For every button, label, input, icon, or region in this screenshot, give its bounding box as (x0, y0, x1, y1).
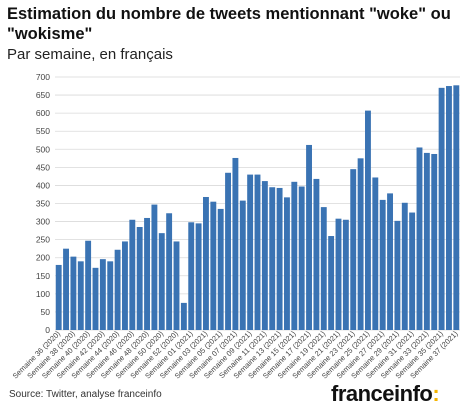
bar (203, 196, 209, 330)
bar (247, 174, 254, 330)
bar (225, 172, 231, 330)
chart-subtitle: Par semaine, en français (7, 46, 173, 63)
bar (335, 218, 342, 330)
bar (423, 152, 430, 330)
bars (55, 85, 460, 330)
bar (313, 178, 320, 330)
bar (70, 256, 77, 330)
bar (85, 240, 92, 330)
bar (232, 157, 239, 330)
bar (151, 204, 158, 330)
bar (342, 219, 349, 330)
bar (136, 226, 143, 330)
y-tick-label: 300 (36, 217, 50, 227)
bar (77, 261, 84, 330)
bar (350, 169, 357, 330)
source-note: Source: Twitter, analyse franceinfo (9, 389, 162, 400)
bar (122, 241, 128, 330)
bar (107, 261, 114, 330)
bar (63, 248, 69, 330)
bar (365, 110, 371, 330)
x-axis-ticks: Semaine 36 (2020)Semaine 38 (2020)Semain… (11, 329, 460, 381)
y-tick-label: 350 (36, 199, 50, 209)
bar (394, 220, 401, 330)
y-tick-label: 250 (36, 235, 50, 245)
bar (320, 207, 327, 330)
bar (129, 219, 136, 330)
y-tick-label: 450 (36, 162, 50, 172)
bar (239, 200, 246, 330)
bar (372, 177, 379, 330)
bar (453, 85, 460, 330)
bar (217, 208, 224, 330)
bar (431, 153, 438, 330)
bar (99, 259, 106, 330)
bar (438, 87, 445, 330)
bar (269, 187, 276, 330)
logo-colon: : (432, 381, 440, 406)
bar (276, 187, 283, 330)
bar (387, 193, 393, 330)
y-tick-label: 500 (36, 144, 50, 154)
bar (254, 174, 261, 330)
y-tick-label: 100 (36, 289, 50, 299)
bar (357, 158, 364, 330)
y-tick-label: 50 (41, 307, 51, 317)
bar (210, 201, 217, 330)
bar (144, 217, 150, 330)
bar (298, 186, 305, 330)
y-tick-label: 600 (36, 108, 50, 118)
bar (158, 233, 165, 330)
bar (166, 213, 173, 330)
bar (291, 181, 298, 330)
bar (446, 86, 452, 330)
y-tick-label: 200 (36, 253, 50, 263)
bar (180, 302, 187, 330)
bar-chart: 0 50 100 150 200 250 300 350 400 450 500 550 600 650 7… (11, 72, 460, 381)
bar (284, 197, 290, 330)
chart-title: Estimation du nombre de tweets mentionna… (7, 5, 451, 43)
logo-text: franceinfo (331, 381, 433, 406)
bar (195, 223, 202, 330)
bar (409, 212, 416, 330)
y-axis-ticks: 0 50 100 150 200 250 300 350 400 450 500 550 600 650 7… (36, 72, 50, 335)
bar (261, 181, 268, 330)
bar (401, 202, 408, 330)
bar (306, 144, 312, 330)
bar (92, 267, 99, 330)
bar (328, 236, 335, 330)
y-tick-label: 700 (36, 72, 50, 82)
y-tick-label: 650 (36, 90, 50, 100)
bar (173, 241, 180, 330)
bar (55, 264, 62, 330)
y-tick-label: 550 (36, 126, 50, 136)
y-tick-label: 0 (45, 325, 50, 335)
bar (114, 249, 121, 330)
y-tick-label: 150 (36, 271, 50, 281)
y-tick-label: 400 (36, 180, 50, 190)
bar (416, 147, 423, 330)
franceinfo-logo: franceinfo: (331, 381, 440, 407)
bar (379, 199, 386, 330)
bar (188, 222, 195, 330)
